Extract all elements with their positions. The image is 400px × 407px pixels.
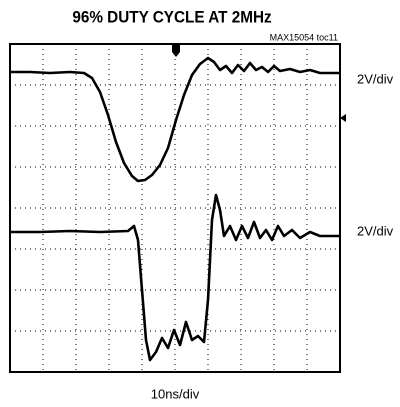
figure-code: MAX15054 toc11	[270, 32, 338, 42]
trigger-marker	[172, 44, 180, 57]
channel-1-trace	[10, 56, 340, 183]
graticule	[10, 44, 340, 372]
channel-1-scale: 2V/div	[357, 71, 394, 86]
channel-2-scale: 2V/div	[357, 223, 394, 238]
channel-2-trace	[10, 193, 340, 362]
timebase: 10ns/div	[151, 386, 200, 401]
title: 96% DUTY CYCLE AT 2MHz	[72, 8, 271, 27]
trigger-level-marker	[340, 114, 346, 122]
